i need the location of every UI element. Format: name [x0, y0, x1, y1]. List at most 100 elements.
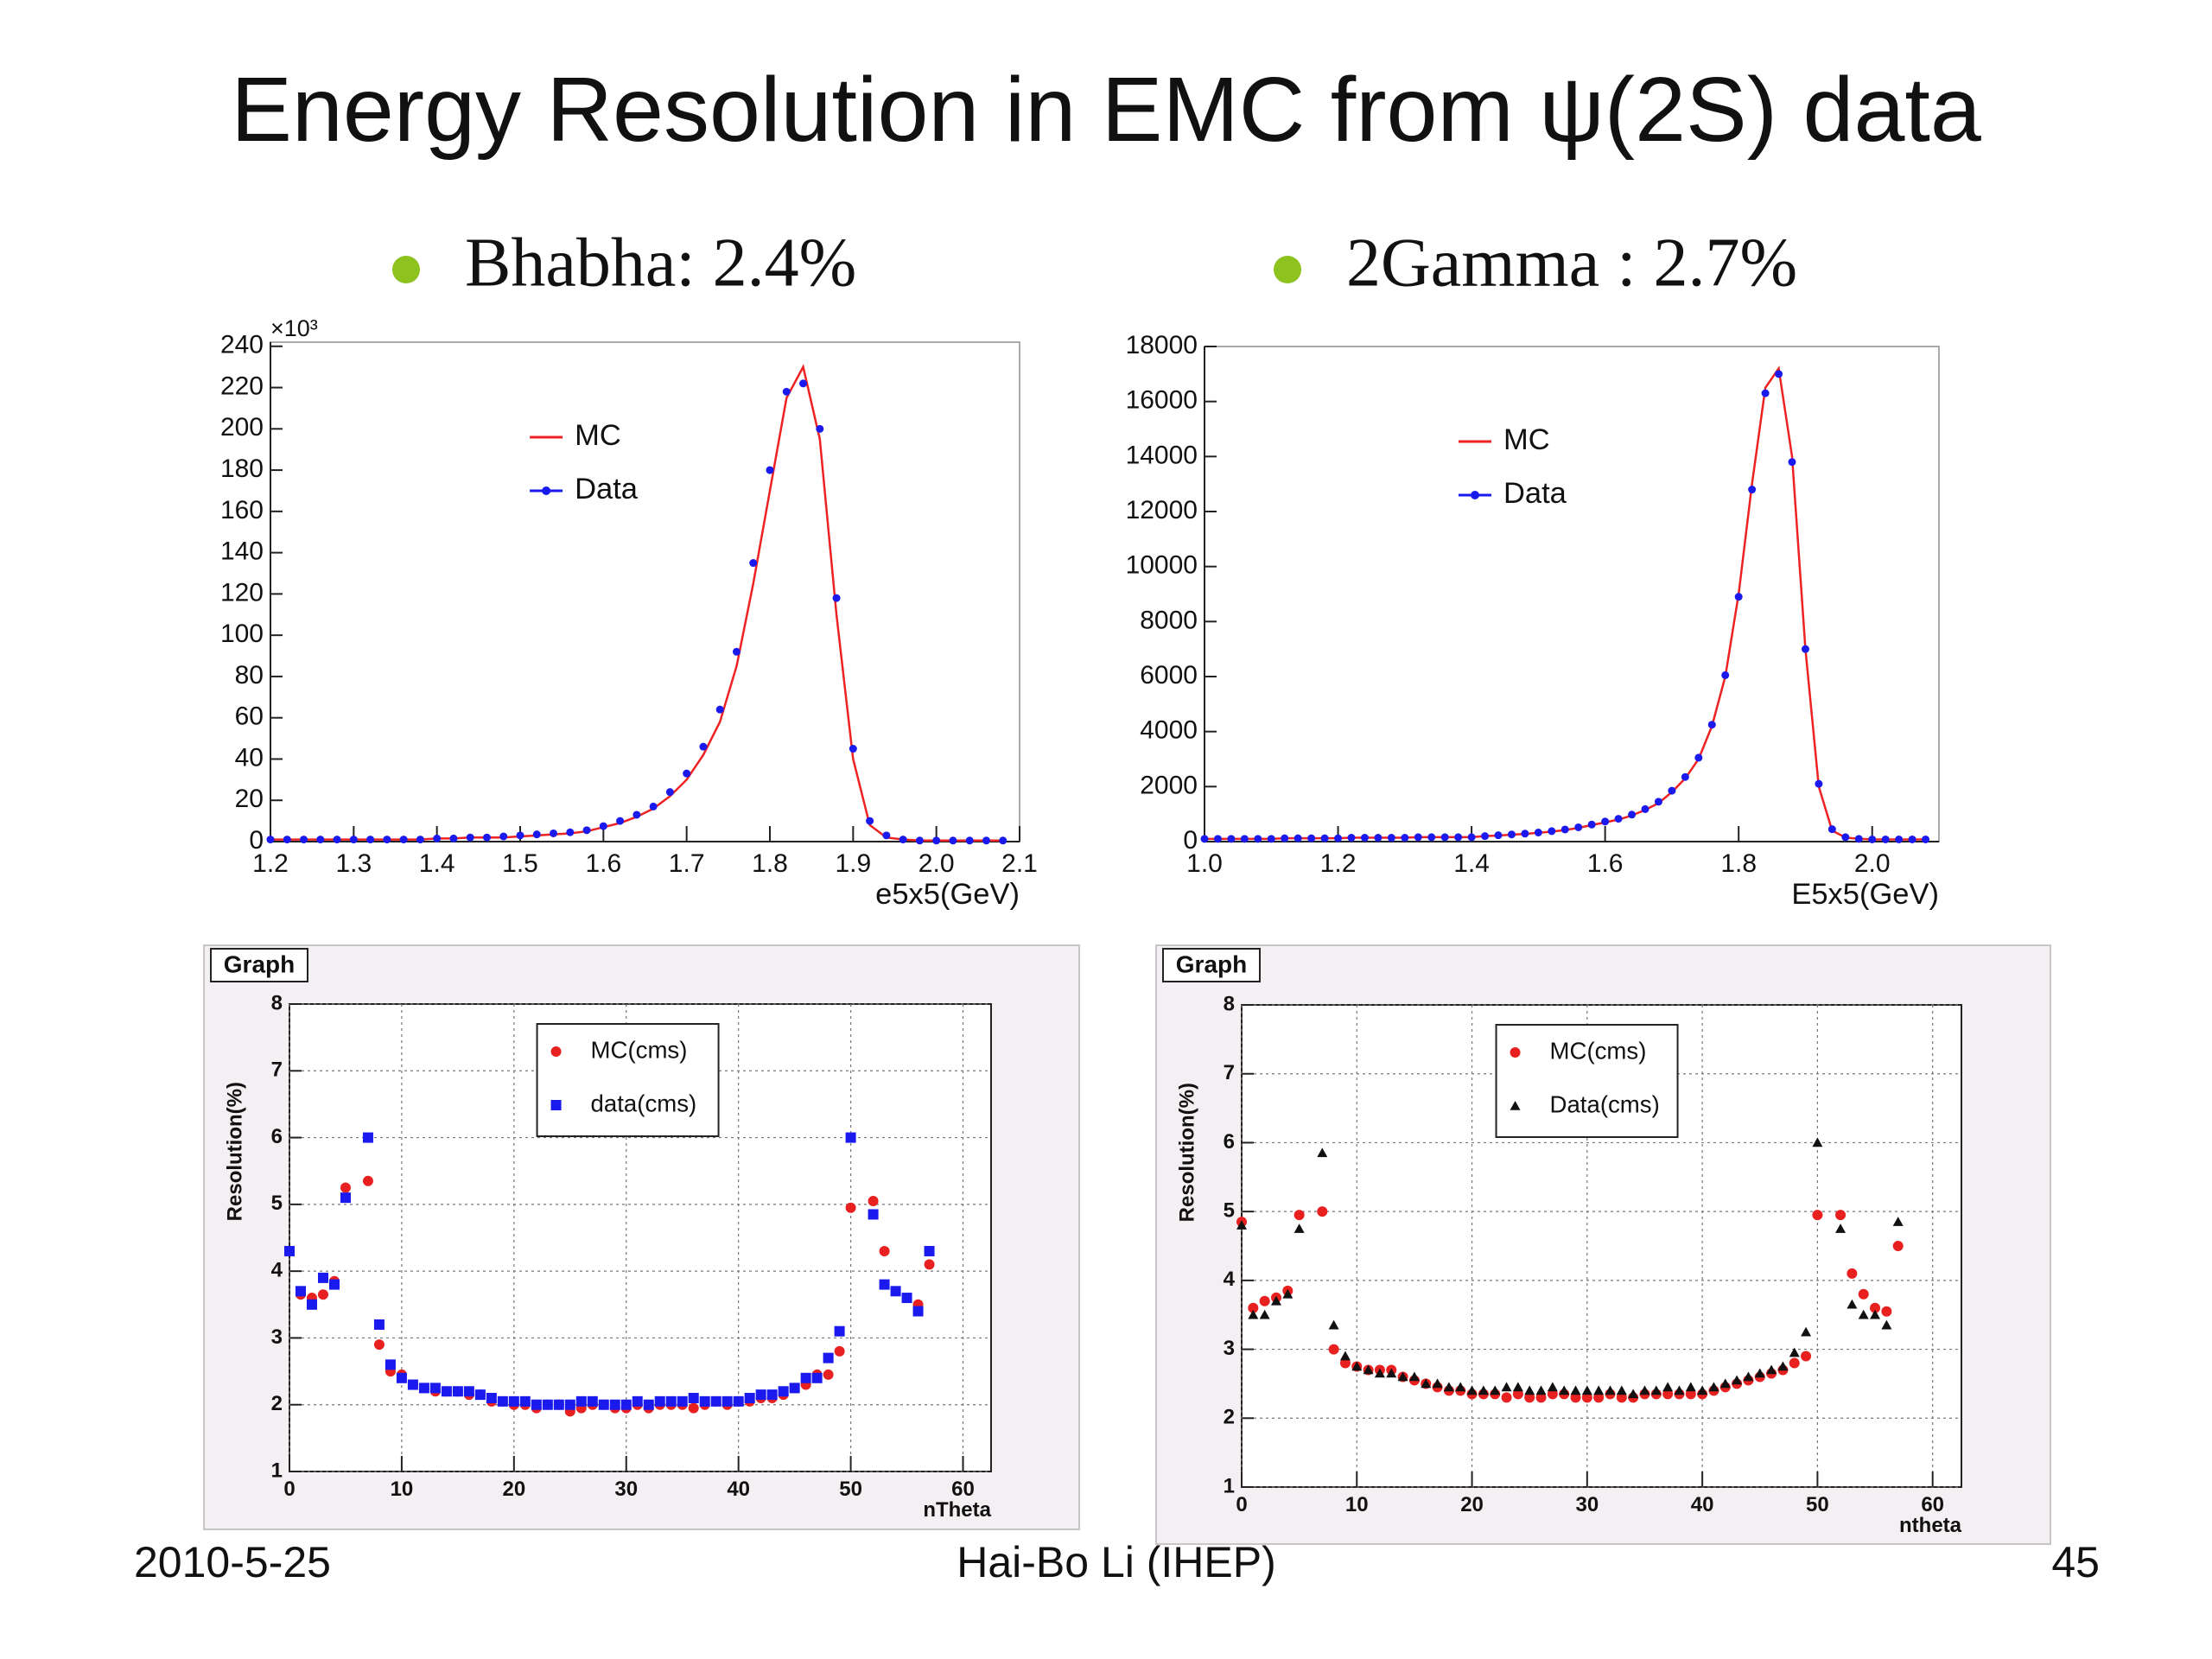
footer-date: 2010-5-25	[134, 1538, 331, 1586]
data-point	[1524, 1385, 1535, 1395]
data-point	[1408, 1371, 1420, 1382]
x-tick-label: 1.3	[335, 849, 372, 878]
data-point	[373, 1319, 385, 1330]
y-tick-label: 7	[271, 1058, 283, 1082]
data-point	[486, 1392, 497, 1403]
y-tick-label: 120	[220, 578, 264, 607]
data-point	[845, 1132, 856, 1143]
box-label: Graph	[1176, 950, 1247, 977]
data-point	[834, 1345, 845, 1357]
data-point	[1236, 1220, 1247, 1230]
data-point	[1281, 834, 1289, 842]
data-point	[1812, 1210, 1823, 1221]
data-point	[1801, 645, 1809, 653]
data-point	[1812, 1137, 1823, 1147]
legend-label: MC(cms)	[591, 1036, 688, 1063]
x-tick-label: 1.4	[419, 849, 455, 878]
data-point	[407, 1379, 418, 1390]
data-point	[497, 1395, 508, 1407]
data-point	[463, 1386, 474, 1397]
data-point	[1593, 1392, 1605, 1403]
data-point	[1775, 370, 1783, 378]
data-point	[1317, 1206, 1328, 1217]
footer-page: 45	[2051, 1538, 2100, 1586]
bullet-dot	[1274, 256, 1301, 283]
data-point	[811, 1372, 823, 1383]
x-tick-label: 1.4	[1453, 849, 1490, 878]
data-point	[383, 836, 391, 844]
y-tick-label: 80	[235, 661, 264, 690]
data-point	[649, 802, 658, 810]
data-point	[800, 1372, 811, 1383]
data-point	[834, 1325, 845, 1337]
data-point	[733, 1395, 744, 1407]
data-point	[1708, 1382, 1719, 1392]
y-tick-label: 6	[1224, 1130, 1235, 1154]
data-point	[550, 829, 558, 837]
legend-swatch	[542, 486, 551, 495]
y-tick-label: 60	[235, 702, 264, 731]
data-point	[1267, 835, 1275, 843]
data-point	[1481, 832, 1490, 841]
data-point	[1360, 834, 1369, 842]
x-tick-label: 2.1	[1001, 849, 1038, 878]
data-point	[1789, 1347, 1800, 1357]
data-point	[575, 1395, 587, 1407]
data-point	[1801, 1326, 1812, 1337]
data-point	[1748, 486, 1757, 494]
y-tick-label: 140	[220, 537, 264, 566]
data-point	[699, 742, 708, 751]
data-point	[1788, 458, 1796, 467]
x-tick-label: 10	[391, 1478, 414, 1501]
data-point	[1581, 1392, 1592, 1403]
y-tick-label: 200	[220, 413, 264, 442]
data-point	[721, 1395, 733, 1407]
data-point	[418, 1382, 429, 1394]
data-point	[283, 836, 291, 844]
data-point	[1501, 1392, 1512, 1403]
data-point	[999, 836, 1007, 845]
data-point	[1628, 1389, 1639, 1399]
data-point	[1654, 798, 1662, 806]
data-point	[1339, 1357, 1351, 1369]
data-point	[823, 1352, 834, 1363]
x-tick-label: 30	[614, 1478, 638, 1501]
data-point	[845, 1202, 856, 1213]
data-point	[1455, 1382, 1466, 1392]
y-tick-label: 2	[271, 1392, 283, 1415]
data-point	[587, 1395, 598, 1407]
data-point	[654, 1395, 665, 1407]
data-point	[744, 1392, 755, 1403]
data-point	[531, 1399, 542, 1410]
data-point	[1754, 1368, 1765, 1378]
plot-area	[270, 341, 1020, 842]
x-axis-label: e5x5(GeV)	[875, 878, 1020, 911]
data-point	[516, 831, 524, 840]
data-point	[965, 836, 974, 845]
data-point	[385, 1359, 396, 1370]
data-point	[1386, 1368, 1397, 1378]
data-point	[782, 387, 791, 396]
y-axis-label: Resolution(%)	[1175, 1083, 1198, 1222]
x-tick-label: 30	[1575, 1493, 1599, 1516]
data-point	[349, 836, 358, 844]
x-tick-label: 60	[951, 1478, 975, 1501]
data-point	[316, 836, 325, 844]
data-point	[1895, 835, 1904, 843]
data-point	[433, 834, 442, 842]
data-point	[879, 1245, 890, 1256]
data-point	[849, 745, 857, 753]
data-point	[295, 1286, 306, 1297]
data-point	[1922, 835, 1930, 843]
data-point	[1734, 593, 1743, 601]
data-point	[1401, 834, 1409, 842]
x-tick-label: 20	[1460, 1493, 1484, 1516]
legend-swatch	[1471, 491, 1479, 499]
x-tick-label: 2.0	[918, 849, 955, 878]
data-point	[1570, 1392, 1581, 1403]
y-tick-label: 100	[220, 620, 264, 648]
y-tick-label: 10000	[1126, 551, 1198, 580]
data-point	[499, 832, 508, 841]
data-point	[789, 1382, 800, 1394]
slide-title: Energy Resolution in EMC from ψ(2S) data	[231, 59, 1981, 161]
